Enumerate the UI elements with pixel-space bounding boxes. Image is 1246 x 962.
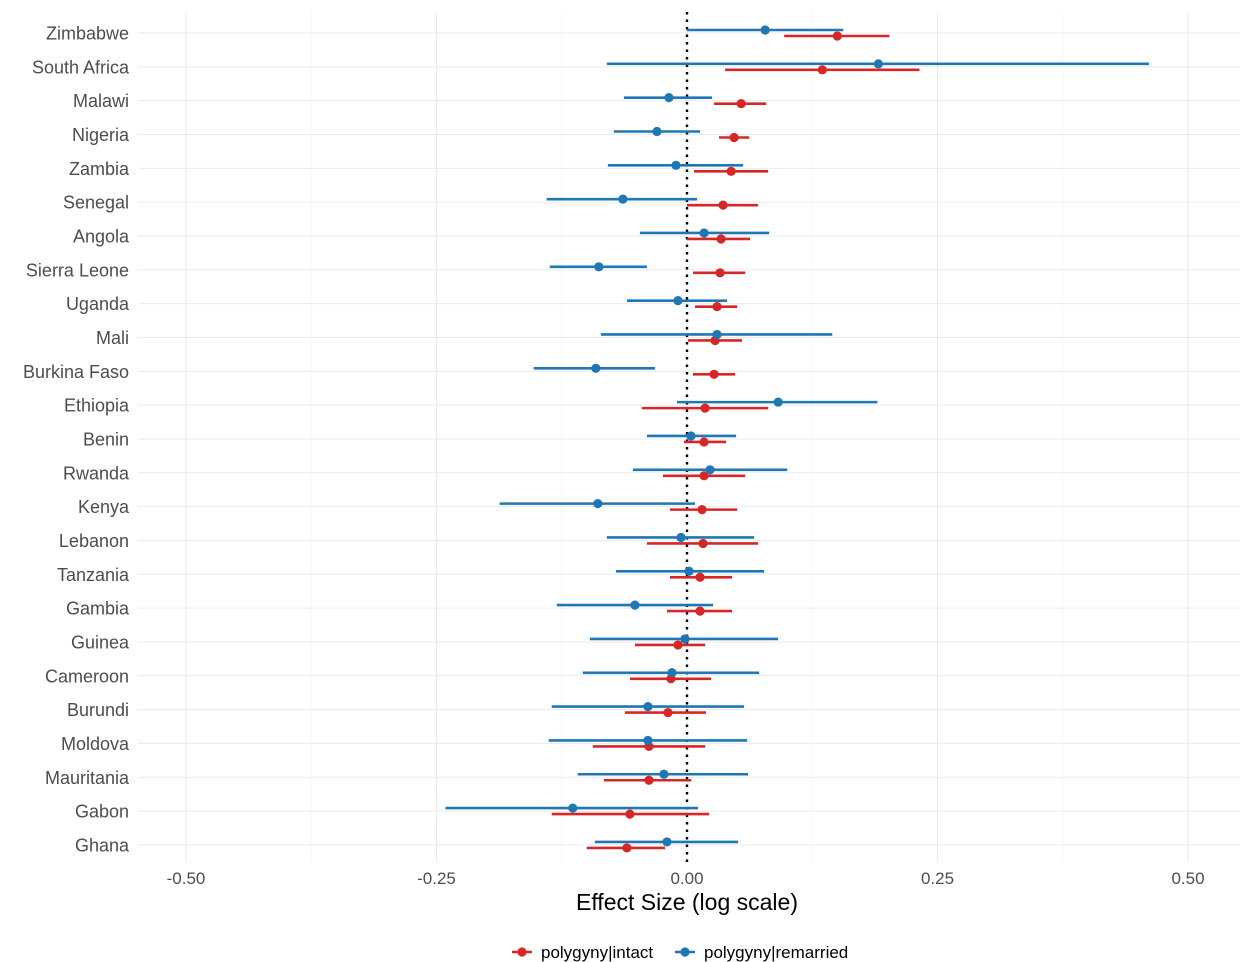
y-axis-label: Benin <box>83 429 129 449</box>
point-estimate <box>712 329 722 340</box>
series-remarried <box>445 25 1149 847</box>
series-intact <box>551 31 920 853</box>
point-estimate <box>695 606 705 616</box>
point-estimate <box>673 296 683 306</box>
point-estimate <box>684 566 694 576</box>
legend-label: polygyny|intact <box>541 943 653 962</box>
legend-label: polygyny|remarried <box>704 943 848 962</box>
point-estimate <box>663 708 673 718</box>
point-estimate <box>705 465 715 475</box>
point-estimate <box>625 809 635 819</box>
point-estimate <box>718 200 728 210</box>
y-axis-label: Cameroon <box>45 666 129 686</box>
y-axis-label: Zambia <box>69 159 130 179</box>
point-estimate <box>652 126 662 137</box>
point-estimate <box>695 572 705 582</box>
x-tick-label: -0.50 <box>167 869 206 888</box>
point-estimate <box>594 262 604 272</box>
point-estimate <box>760 25 770 35</box>
point-estimate <box>700 403 710 413</box>
point-estimate <box>622 843 632 853</box>
point-estimate <box>591 363 601 373</box>
y-axis-label: Angola <box>73 226 130 246</box>
x-tick-label: -0.25 <box>417 869 456 888</box>
point-estimate <box>643 702 653 712</box>
point-estimate <box>873 59 883 69</box>
x-tick-label: 0.50 <box>1171 869 1204 888</box>
y-axis-label: Kenya <box>78 497 130 517</box>
point-estimate <box>630 600 640 610</box>
y-axis-label: South Africa <box>32 57 130 77</box>
legend-key-point <box>517 947 527 957</box>
point-estimate <box>736 99 746 109</box>
point-estimate <box>726 166 736 176</box>
y-axis-label: Lebanon <box>59 531 129 551</box>
point-estimate <box>662 837 672 847</box>
point-estimate <box>716 234 726 244</box>
y-axis-label: Gabon <box>75 802 129 822</box>
x-tick-label: 0.25 <box>921 869 954 888</box>
point-estimate <box>644 775 654 785</box>
y-axis-label: Gambia <box>66 599 130 619</box>
point-estimate <box>817 65 827 75</box>
y-axis-label: Uganda <box>66 294 130 314</box>
point-estimate <box>659 769 669 779</box>
point-estimate <box>618 194 628 204</box>
point-estimate <box>568 803 578 813</box>
y-axis-label: Burkina Faso <box>23 362 129 382</box>
point-estimate <box>699 228 709 238</box>
x-axis-title: Effect Size (log scale) <box>576 889 798 915</box>
point-estimate <box>715 268 725 278</box>
legend-item: polygyny|intact <box>512 943 653 962</box>
y-axis-label: Senegal <box>63 193 129 213</box>
legend-key-point <box>680 947 690 957</box>
point-estimate <box>664 93 674 103</box>
data-marks <box>445 25 1149 853</box>
x-axis-tick-labels: -0.50 -0.25 0.00 0.25 0.50 <box>167 869 1205 888</box>
y-axis-label: Ghana <box>75 835 130 855</box>
point-estimate <box>680 634 690 644</box>
y-axis-label: Mali <box>96 328 129 348</box>
y-axis-label: Nigeria <box>72 125 130 145</box>
gridlines <box>138 12 1240 862</box>
y-axis-label: Burundi <box>67 700 129 720</box>
point-estimate <box>676 532 686 543</box>
y-axis-label: Rwanda <box>63 463 130 483</box>
y-axis-label: Sierra Leone <box>26 260 129 280</box>
point-estimate <box>697 505 707 515</box>
point-estimate <box>729 132 739 143</box>
x-tick-label: 0.00 <box>670 869 703 888</box>
point-estimate <box>699 437 709 447</box>
point-estimate <box>773 397 783 407</box>
y-axis-label: Ethiopia <box>64 396 130 416</box>
point-estimate <box>709 369 719 379</box>
legend: polygyny|intact polygyny|remarried <box>512 943 848 962</box>
point-estimate <box>699 471 709 481</box>
y-axis-label: Malawi <box>73 91 129 111</box>
y-axis-label: Tanzania <box>57 565 130 585</box>
y-axis-label: Mauritania <box>45 768 130 788</box>
point-estimate <box>698 538 708 549</box>
y-axis-labels: Zimbabwe South Africa Malawi Nigeria Zambia S… <box>23 24 130 856</box>
y-axis-label: Zimbabwe <box>46 24 129 44</box>
legend-item: polygyny|remarried <box>675 943 848 962</box>
y-axis-label: Moldova <box>61 734 130 754</box>
point-estimate <box>671 160 681 170</box>
point-estimate <box>673 640 683 650</box>
point-estimate <box>593 499 603 509</box>
y-axis-label: Guinea <box>71 632 130 652</box>
point-estimate <box>832 31 842 41</box>
point-estimate <box>712 302 722 312</box>
point-estimate <box>667 668 677 678</box>
point-estimate <box>643 735 653 746</box>
point-estimate <box>686 431 696 441</box>
